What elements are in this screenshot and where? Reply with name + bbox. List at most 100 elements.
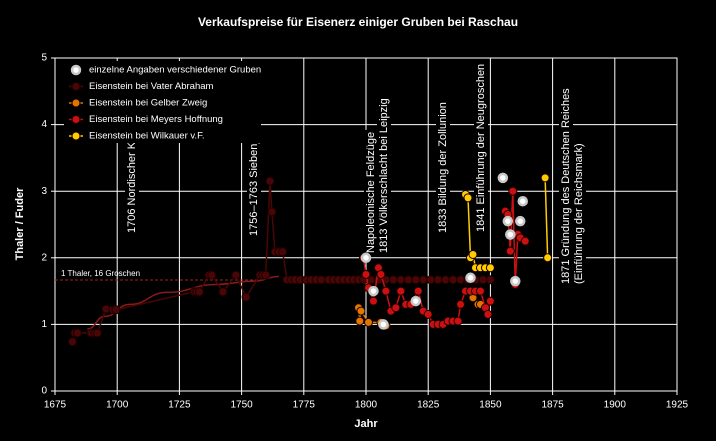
data-point [356,306,366,316]
x-tick-label: 1900 [604,400,627,411]
legend-marker [71,131,81,141]
y-tick-label: 3 [41,186,47,197]
legend: einzelne Angaben verschiedener Gruben Eis… [64,61,261,143]
plot-frame [54,57,678,392]
y-axis-label: Thaler / Fuder [14,187,26,260]
legend-marker [71,115,81,124]
legend-label: Eisenstein bei Wilkauer v.F. [89,131,204,142]
data-point [475,286,485,296]
y-tick-label: 4 [41,119,47,130]
annotation: (Einführung der Reichsmark) [573,143,585,284]
legend-box [64,61,260,143]
data-point [72,328,82,338]
chart-title: Verkaufspreise für Eisenerz einiger Grub… [198,15,518,29]
data-point [391,303,401,313]
trend-line [87,275,279,330]
legend-marker [71,98,81,108]
data-point [368,285,379,297]
legend-label: einzelne Angaben verschiedener Gruben [89,65,261,76]
x-tick-label: 1875 [541,400,564,411]
legend-label: Eisenstein bei Gelber Zweig [89,98,207,109]
y-tick-label: 0 [41,386,47,397]
legend-label: Eisenstein bei Vater Abraham [89,81,214,92]
annotation-background [572,141,586,286]
data-point [361,269,371,279]
data-point [360,252,372,264]
legend-label: Eisenstein bei Meyers Hoffnung [89,114,223,125]
x-tick-label: 1725 [168,400,191,411]
data-point [497,172,509,184]
series-line [544,177,549,258]
data-point [355,316,365,326]
data-point [265,176,275,186]
data-point [111,305,121,315]
data-point [92,328,102,338]
annotation-background [125,121,139,235]
legend-marker [71,82,81,91]
x-tick-label: 1700 [106,400,129,411]
data-point [231,270,241,280]
data-point [411,275,421,285]
data-point [396,286,406,296]
data-point [261,270,271,280]
data-point [194,287,204,297]
data-point [241,292,251,302]
data-point [413,286,423,296]
data-point [396,275,406,285]
data-point [485,275,495,285]
y-tick-label: 2 [41,252,47,263]
annotation-background [559,85,573,286]
data-point [423,309,433,319]
data-point [508,186,518,196]
x-axis-label: Jahr [354,418,378,430]
annotation-background [436,100,450,235]
data-point [515,215,526,227]
data-point [502,215,514,227]
data-point [441,275,451,285]
data-point [485,263,495,273]
data-point [218,287,228,297]
data-point [463,193,473,203]
data-point [363,317,373,327]
data-point [465,272,476,284]
x-tick-label: 1825 [417,400,440,411]
x-tick-label: 1800 [355,400,378,411]
data-point [316,275,326,285]
data-point [485,296,495,306]
data-point [505,246,515,256]
data-point [278,247,288,257]
data-point [543,253,553,263]
data-point [67,337,77,347]
data-point [468,249,478,259]
x-tick-label: 1675 [44,400,67,411]
data-point [483,309,493,319]
data-point [381,286,391,296]
data-point [207,270,217,280]
x-tick-label: 1925 [666,400,689,411]
y-tick-label: 5 [41,53,47,64]
data-point [418,275,428,285]
data-point [378,319,389,330]
x-tick-label: 1775 [293,400,316,411]
data-point [426,275,436,285]
data-point [267,207,277,217]
annotation: 1871 Gründung des Deutschen Reiches [560,88,572,284]
data-point [478,275,488,285]
data-point [456,299,466,309]
annotation: 1841 Einführung der Neugroschen [475,64,487,232]
data-point [456,275,466,285]
data-point [448,275,458,285]
data-point [368,296,378,306]
data-point [520,236,530,246]
reference-label: 1 Thaler, 16 Groschen [61,269,140,278]
data-point [403,275,413,285]
annotation: Napoleonische Feldzüge [365,132,377,253]
annotation-background [377,96,391,255]
data-point [505,229,516,240]
y-tick-label: 1 [41,319,47,330]
annotation-background [474,61,488,234]
data-point [388,275,398,285]
data-point [410,295,422,307]
